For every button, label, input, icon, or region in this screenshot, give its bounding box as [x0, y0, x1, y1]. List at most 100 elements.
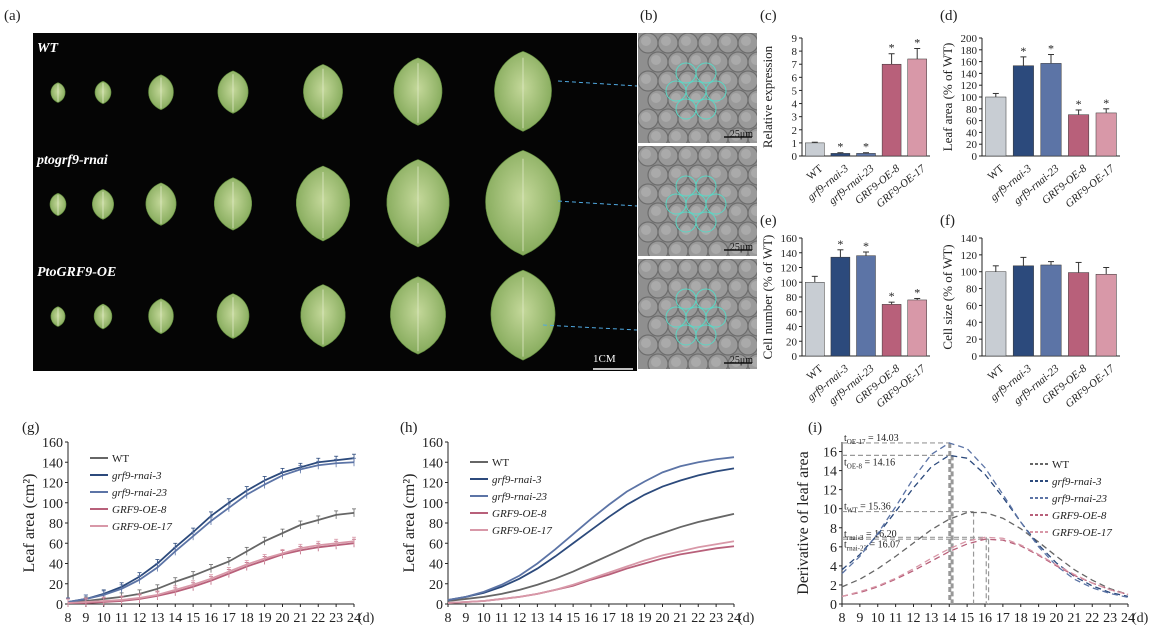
- cell-highlight: [681, 74, 691, 84]
- cell-highlight: [741, 112, 751, 122]
- y-tick-label: 9: [792, 33, 798, 45]
- micrograph-rnai: 25μm: [638, 146, 757, 256]
- x-tick-label: 21: [1067, 611, 1081, 626]
- significance-marker: *: [1020, 44, 1026, 58]
- connector-line: [557, 80, 637, 87]
- series-line: [841, 442, 1129, 598]
- y-tick-label: 140: [961, 68, 978, 80]
- x-tick-label: 11: [495, 611, 508, 626]
- cell-highlight: [741, 225, 751, 235]
- y-tick-label: 80: [966, 104, 978, 116]
- micro-scale-label: 25μm: [729, 242, 753, 253]
- y-tick-label: 140: [422, 456, 443, 471]
- x-tick-label: 23: [329, 611, 343, 626]
- cell-highlight: [731, 244, 741, 254]
- cell-highlight: [651, 319, 661, 329]
- x-tick-label: 12: [513, 611, 527, 626]
- x-tick-label: 21: [293, 611, 307, 626]
- significance-marker: *: [914, 35, 920, 49]
- y-tick-label: 100: [961, 92, 978, 104]
- x-tick-label: 24: [727, 611, 741, 626]
- y-axis-title: Leaf area (cm²): [21, 474, 38, 573]
- y-tick-label: 8: [792, 46, 798, 58]
- y-tick-label: 60: [966, 300, 978, 312]
- cell-highlight: [691, 55, 701, 65]
- legend-label: grf9-rnai-3: [112, 470, 162, 482]
- cell-highlight: [711, 168, 721, 178]
- leaf-photo-panel: WT ptogrf9-rnai PtoGRF9-OE 1CM: [33, 33, 637, 371]
- series-line: [841, 538, 1129, 598]
- x-tick-label: WT: [986, 362, 1007, 382]
- panel-label-a: (a): [4, 8, 21, 24]
- cell-highlight: [731, 281, 741, 291]
- series-line: [447, 456, 735, 601]
- y-tick-label: 100: [781, 277, 798, 289]
- y-tick-label: 0: [792, 151, 798, 163]
- bar: [830, 256, 851, 357]
- cell-highlight: [661, 338, 671, 348]
- significance-marker: *: [1048, 42, 1054, 56]
- cell-highlight: [721, 300, 731, 310]
- cell-highlight: [741, 149, 751, 159]
- significance-marker: *: [863, 239, 869, 253]
- traced-cell-outline: [695, 62, 717, 84]
- x-tick-label: 22: [311, 611, 325, 626]
- cell-highlight: [641, 338, 651, 348]
- x-tick-label: 16: [204, 611, 218, 626]
- cell-highlight: [661, 187, 671, 197]
- cell-highlight: [721, 338, 731, 348]
- cell-highlight: [661, 112, 671, 122]
- cell-highlight: [681, 262, 691, 272]
- cell-highlight: [711, 357, 721, 367]
- cell-highlight: [701, 74, 711, 84]
- legend-label: WT: [112, 453, 129, 465]
- significance-marker: *: [914, 285, 920, 299]
- cell-highlight: [751, 244, 757, 254]
- cell-highlight: [691, 131, 701, 141]
- chart-g-leaf-area-time: 0 20 40 60 80 100 120 140 160 8 9 10 11 12 13 14 15 16 17 1…: [21, 436, 375, 626]
- y-tick-label: 200: [961, 33, 978, 45]
- y-tick-label: 2: [792, 125, 798, 137]
- y-tick-label: 180: [961, 45, 978, 57]
- bar: [985, 96, 1007, 157]
- series-line: [841, 511, 1129, 596]
- x-tick-label: 18: [1014, 611, 1028, 626]
- cell-highlight: [681, 187, 691, 197]
- y-tick-label: 40: [786, 322, 798, 334]
- series-line: [67, 511, 355, 603]
- cell-highlight: [701, 112, 711, 122]
- annotation-label: tOE-17 = 14.03: [844, 433, 899, 446]
- x-tick-label: 8: [445, 611, 452, 626]
- x-tick-label: 14: [168, 611, 182, 626]
- cell-highlight: [661, 74, 671, 84]
- y-tick-label: 60: [429, 537, 443, 552]
- bar: [856, 255, 876, 357]
- chart-d-leaf-area: 020406080100120140160180200WT*grf9-rnai-…: [940, 33, 1120, 210]
- cell-highlight: [711, 281, 721, 291]
- cell-highlight: [711, 55, 721, 65]
- y-axis-title: Relative expression: [760, 45, 775, 148]
- cell-highlight: [731, 93, 741, 103]
- x-tick-label: 23: [709, 611, 723, 626]
- y-axis-title: Cell number (% of WT): [760, 235, 775, 360]
- cell-highlight: [651, 55, 661, 65]
- cell-highlight: [721, 149, 731, 159]
- x-tick-label: 10: [477, 611, 491, 626]
- x-tick-label: 20: [1050, 611, 1064, 626]
- chart-e-cell-number: 020406080100120140160WT*grf9-rnai-3*grf9…: [760, 233, 930, 410]
- y-tick-label: 80: [49, 517, 63, 532]
- y-tick-label: 0: [830, 598, 837, 613]
- micrograph-oe: 25μm: [638, 259, 757, 369]
- y-tick-label: 20: [966, 334, 978, 346]
- x-tick-label: 15: [960, 611, 974, 626]
- y-tick-label: 160: [781, 233, 798, 245]
- cell-highlight: [651, 357, 661, 367]
- x-tick-label: 24: [1121, 611, 1135, 626]
- cell-highlight: [741, 338, 751, 348]
- leaf-photo-drawing: [49, 51, 637, 370]
- cell-highlight: [641, 36, 651, 46]
- cell-highlight: [751, 131, 757, 141]
- connector-line: [557, 200, 637, 207]
- y-tick-label: 8: [830, 522, 837, 537]
- cell-highlight: [741, 187, 751, 197]
